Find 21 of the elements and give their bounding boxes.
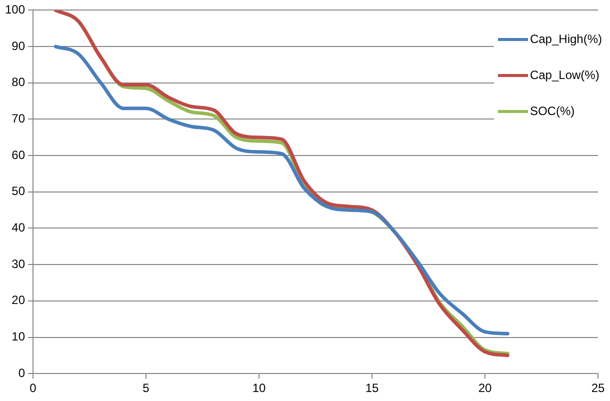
legend-label: Cap_High(%): [530, 32, 602, 46]
y-tick-label: 80: [12, 75, 26, 90]
y-tick-label: 90: [12, 38, 26, 53]
x-tick-label: 15: [365, 381, 380, 396]
line-series: [54, 44, 510, 336]
y-tick-label: 10: [12, 330, 26, 344]
y-tick-label: 40: [12, 220, 26, 235]
y-tick-label: 30: [12, 256, 26, 271]
x-tick-label: 20: [478, 381, 492, 396]
y-tick-label: 0: [18, 366, 26, 380]
y-tick-label: 20: [12, 293, 26, 308]
x-tick-label: 0: [30, 381, 37, 396]
x-tick-label: 25: [591, 381, 605, 396]
x-tick-label: 10: [252, 381, 266, 396]
y-tick-label: 100: [4, 2, 26, 17]
y-tick-label: 50: [12, 184, 26, 198]
x-tick-label: 5: [142, 381, 150, 396]
legend-label: Cap_Low(%): [530, 68, 600, 82]
y-tick-label: 60: [12, 148, 26, 162]
y-tick-label: 70: [12, 112, 26, 126]
legend-label: SOC(%): [530, 104, 575, 118]
